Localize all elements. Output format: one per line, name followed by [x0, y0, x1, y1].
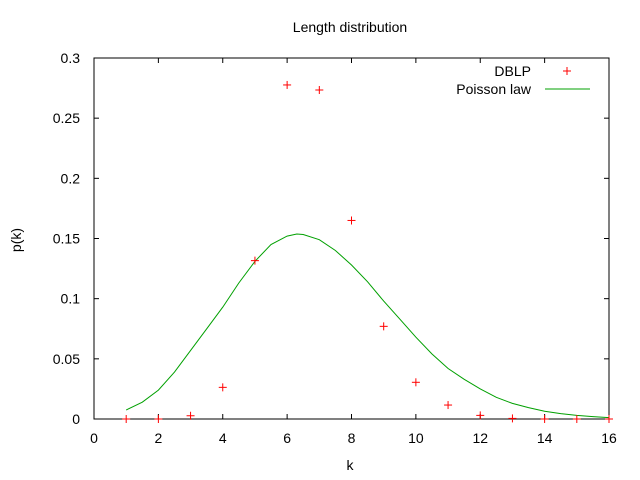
- data-point: [154, 415, 163, 423]
- legend: DBLP Poisson law: [456, 63, 590, 97]
- y-tick-label: 0.05: [53, 351, 80, 367]
- y-tick-label: 0.3: [61, 50, 81, 66]
- x-tick-label: 4: [219, 430, 227, 446]
- y-axis-ticks: [94, 57, 609, 420]
- x-tick-label: 8: [348, 430, 356, 446]
- data-point: [283, 80, 292, 89]
- y-tick-label: 0.1: [61, 291, 81, 307]
- x-tick-label: 10: [408, 430, 424, 446]
- y-axis-label: p(k): [8, 228, 24, 252]
- chart-title: Length distribution: [293, 19, 407, 35]
- data-point: [572, 415, 581, 423]
- x-axis-tick-labels: 0 2 4 6 8 10 12 14 16: [90, 430, 617, 446]
- data-point: [218, 383, 227, 392]
- data-point: [444, 401, 453, 410]
- y-tick-label: 0.15: [53, 231, 80, 247]
- data-point: [411, 378, 420, 387]
- x-tick-label: 2: [154, 430, 162, 446]
- x-tick-label: 14: [537, 430, 553, 446]
- dblp-points: [122, 80, 613, 423]
- data-point: [508, 414, 517, 423]
- x-tick-label: 12: [472, 430, 488, 446]
- data-point: [315, 86, 324, 95]
- legend-marker-dblp: [563, 67, 571, 75]
- data-point: [347, 216, 356, 225]
- data-point: [250, 256, 259, 265]
- data-point: [379, 322, 388, 331]
- data-point: [540, 415, 549, 423]
- y-tick-label: 0.25: [53, 110, 80, 126]
- plot-area: 0 2 4 6 8 10 12 14 16 0 0.05 0.1 0.15 0.2 0.25 0.3: [53, 50, 617, 446]
- x-tick-label: 16: [601, 430, 617, 446]
- y-tick-label: 0: [72, 411, 80, 427]
- data-point: [122, 415, 131, 423]
- data-point: [605, 415, 613, 423]
- x-tick-label: 6: [283, 430, 291, 446]
- data-point: [186, 411, 195, 420]
- legend-label-dblp: DBLP: [494, 63, 531, 79]
- data-point: [476, 411, 485, 420]
- poisson-law-line: [125, 233, 610, 419]
- plot-border: [93, 57, 610, 420]
- x-axis-label: k: [347, 457, 355, 473]
- y-axis-tick-labels: 0 0.05 0.1 0.15 0.2 0.25 0.3: [53, 50, 80, 427]
- x-tick-label: 0: [90, 430, 98, 446]
- legend-label-poisson: Poisson law: [456, 81, 532, 97]
- x-axis-ticks: [93, 58, 610, 419]
- y-tick-label: 0.2: [61, 170, 81, 186]
